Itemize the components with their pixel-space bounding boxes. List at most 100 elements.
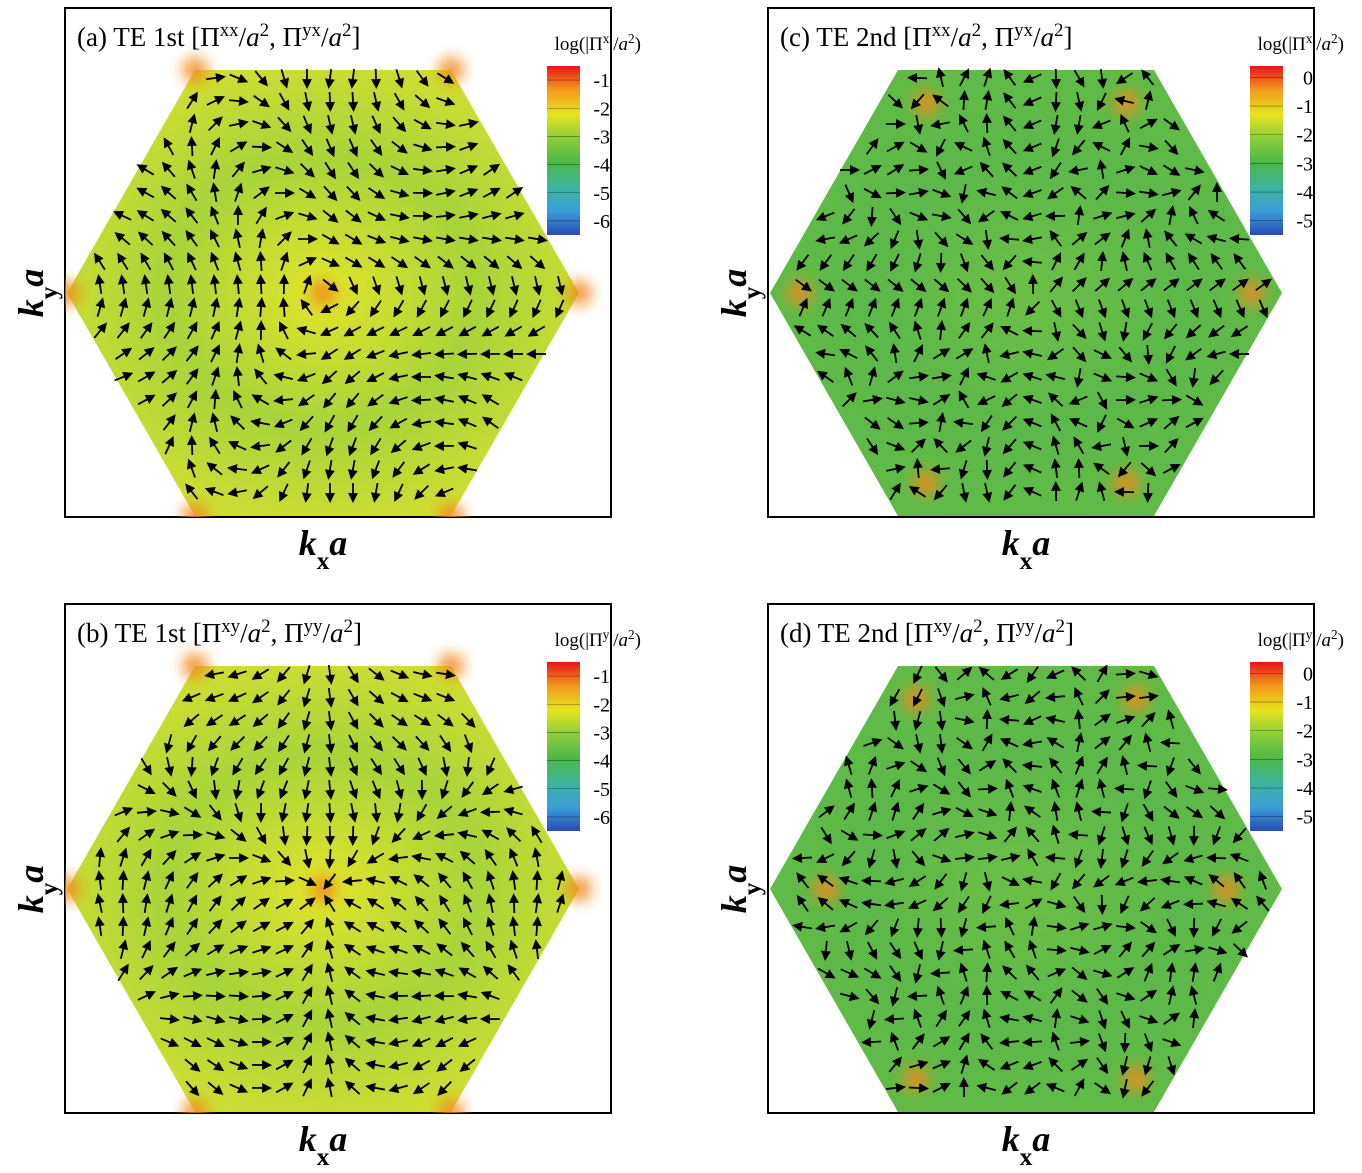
arrow [1096,988,1109,1006]
hotspot [1123,1066,1149,1092]
arrow [1140,989,1158,1002]
arrow [162,781,177,797]
arrow [368,667,385,681]
arrow [981,733,993,752]
arrow [958,321,971,339]
arrow [1183,853,1203,864]
arrow [505,210,525,221]
arrow [164,893,175,913]
arrow [114,372,134,382]
arrow [909,1059,929,1070]
arrow [183,713,200,728]
arrow [186,91,198,110]
arrow [230,736,246,751]
arrow [324,985,335,1005]
arrow [1005,297,1016,317]
arrow [862,394,883,405]
arrow [913,734,924,754]
arrow [484,848,497,866]
text-segment: a [330,618,344,648]
arrow [843,778,854,798]
arrow [955,348,974,360]
arrow [255,343,266,363]
arrow [323,873,337,890]
arrow [252,875,272,886]
text-segment: x [1306,31,1313,46]
arrow [459,850,476,865]
arrow [1002,416,1018,431]
arrow [388,1060,408,1071]
arrow [959,297,970,317]
arrow [365,1013,386,1024]
arrow [137,991,156,1001]
arrow [532,299,542,319]
arrow [913,665,923,684]
arrow [980,322,994,339]
arrow [1047,968,1067,978]
arrow [532,916,543,937]
arrow [348,115,359,135]
arrow [302,849,313,869]
arrow [185,483,199,500]
arrow [955,233,974,245]
arrow [278,734,290,753]
arrow [839,348,858,359]
colorbar-tick-label: -1 [1296,692,1313,714]
arrow [388,1037,408,1048]
arrow [301,711,312,731]
arrow [435,142,457,152]
arrow [1097,322,1108,342]
arrow [118,870,129,891]
arrow [391,714,409,727]
arrow [141,893,152,914]
colorbar-tick-label: -2 [1296,721,1313,743]
arrow [392,461,406,478]
arrow [1235,299,1245,319]
arrow [982,112,992,134]
arrow [908,1083,929,1094]
arrow [957,758,971,775]
arrow [1005,801,1016,822]
arrow [976,187,996,198]
arrow [253,735,268,752]
arrow [161,346,177,361]
arrow [325,802,336,823]
arrow [1120,826,1131,846]
arrow [1050,413,1062,432]
arrow [1092,142,1111,152]
x-axis-label: kxa [299,1119,348,1171]
arrow [1072,139,1086,156]
arrow [1139,897,1156,912]
text-segment: (b) TE 1st [Π [77,618,221,648]
arrow [208,895,222,912]
arrow [209,757,220,777]
arrow [890,710,901,731]
arrow [433,991,455,1001]
arrow [796,872,810,889]
arrow [1001,876,1020,886]
arrow [343,898,362,910]
arrow [934,231,949,248]
arrow [278,802,289,823]
arrow [206,830,226,841]
arrow [909,211,929,221]
arrow [301,1009,313,1028]
text-segment: k [11,299,51,317]
arrow [958,1032,970,1051]
arrow [392,116,407,133]
arrow [953,945,974,956]
arrow [865,988,880,1005]
arrow [865,138,879,155]
arrow [1258,299,1268,319]
arrow [1230,325,1249,337]
arrow [1050,824,1061,844]
arrow [532,870,543,891]
arrow [231,161,245,178]
arrow [437,1080,452,1096]
arrow [439,735,452,753]
arrow [411,418,432,429]
arrow [302,1055,312,1074]
arrow [844,297,855,317]
arrow [1002,965,1018,980]
arrow [1025,826,1040,843]
